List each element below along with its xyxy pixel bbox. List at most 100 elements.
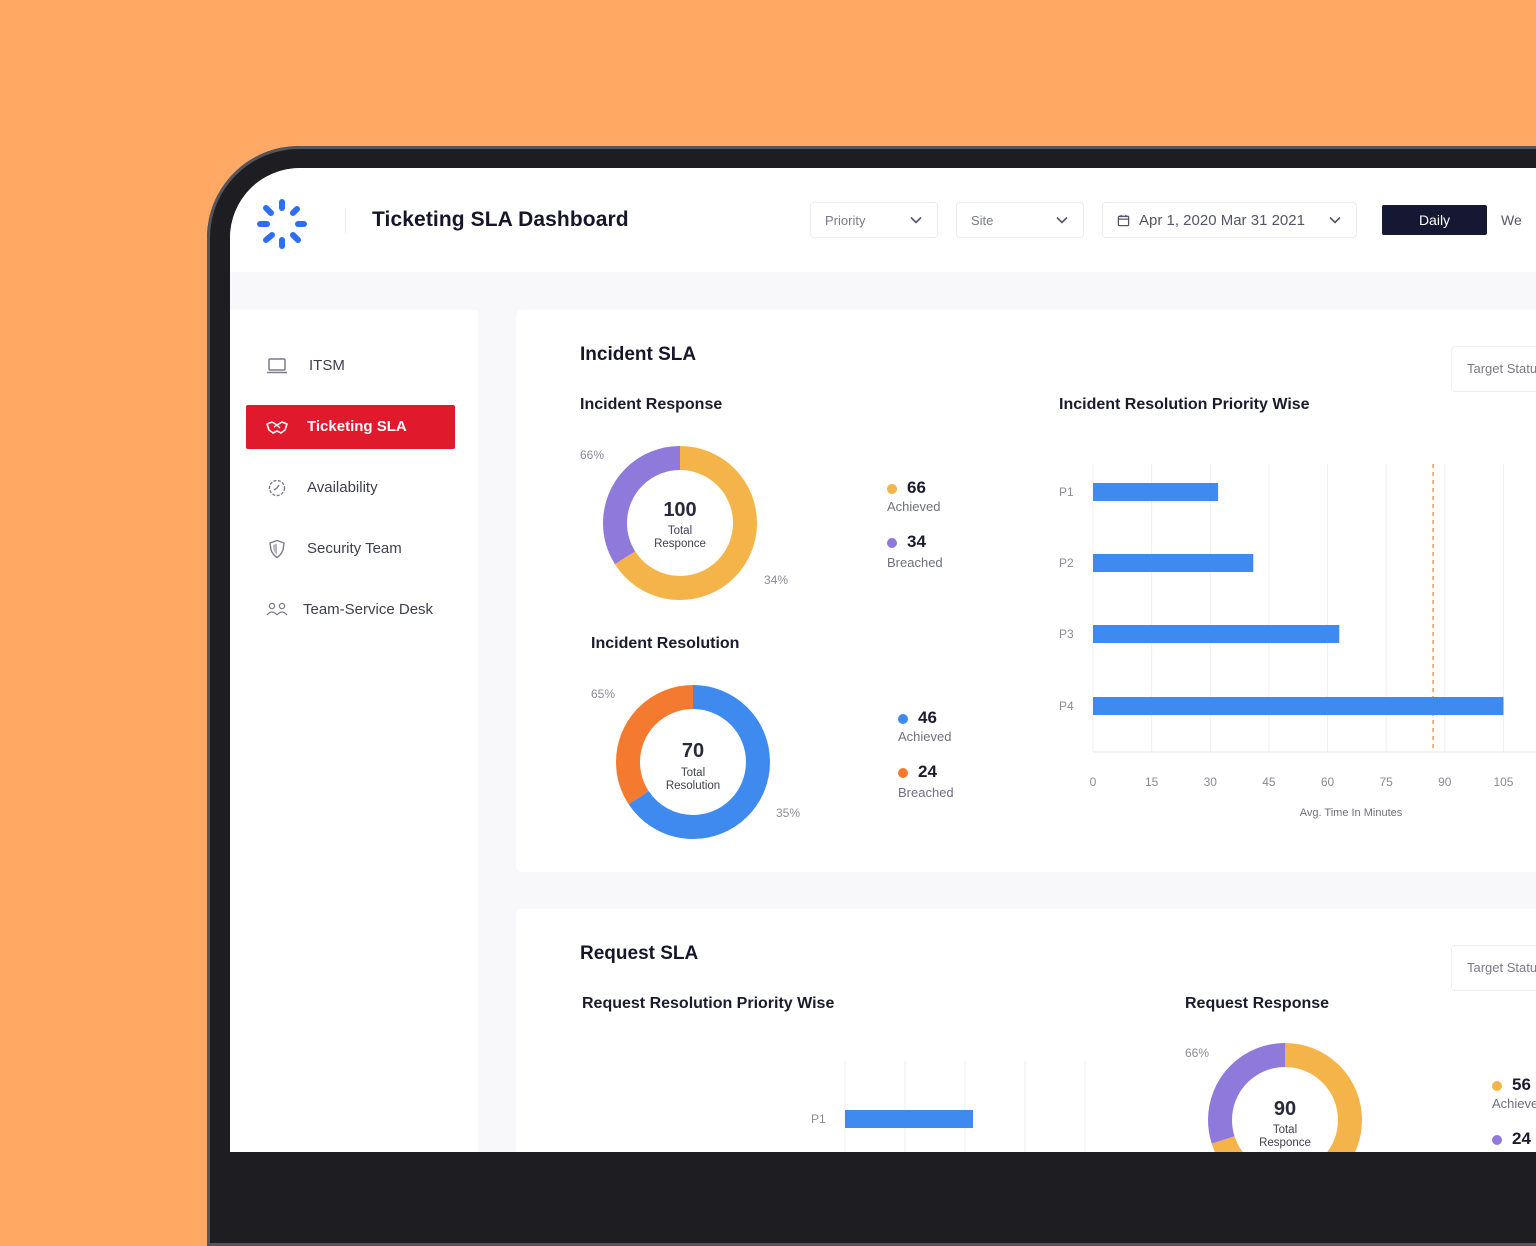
y-tick-label: P3 — [1059, 627, 1074, 641]
incident-response-breached-count: 34 — [907, 532, 926, 551]
achieved-legend-dot — [1492, 1081, 1502, 1091]
incident-target-status-dropdown[interactable]: Target Status — [1451, 346, 1536, 392]
sidebar-item-label: Security Team — [307, 540, 402, 557]
incident-resolution-achieved-label: Achieved — [898, 729, 952, 744]
donut-slice-breached — [603, 446, 757, 600]
bar-p2[interactable] — [1093, 554, 1254, 572]
request-target-status-dropdown[interactable]: Target Status — [1451, 945, 1536, 991]
site-dropdown-label: Site — [971, 212, 994, 228]
incident-response-achieved-count: 66 — [907, 478, 926, 497]
incident-response-donut — [603, 446, 757, 600]
incident-priority-bar-chart: P1 P2 P3 P4 0 15 30 45 60 75 90 105 Avg. Time In Min… — [1059, 464, 1536, 819]
donut-slice-breached — [1208, 1043, 1362, 1152]
sidebar-item-team-service-desk[interactable]: Team-Service Desk — [246, 588, 455, 632]
bar-p3[interactable] — [1093, 625, 1340, 643]
sidebar-item-itsm[interactable]: ITSM — [246, 344, 455, 388]
sidebar-item-label: ITSM — [309, 357, 345, 374]
x-tick-label: 45 — [1262, 775, 1276, 789]
x-tick-label: 90 — [1438, 775, 1452, 789]
y-tick-label: P1 — [811, 1112, 826, 1126]
request-response-donut — [1208, 1043, 1362, 1152]
incident-sla-card: Incident SLA Target Status Incident Resp… — [516, 310, 1536, 872]
request-response-breached-count: 24 — [1512, 1129, 1531, 1148]
x-axis-label: Avg. Time In Minutes — [1300, 807, 1403, 819]
request-response-total: 90 — [1273, 1098, 1297, 1120]
incident-sla-title: Incident SLA — [580, 344, 697, 365]
calendar-icon — [1117, 214, 1130, 226]
donut-slice-breached — [616, 685, 770, 839]
date-range-picker[interactable]: Apr 1, 2020 Mar 31 2021 — [1102, 202, 1357, 238]
bar-p4[interactable] — [1093, 697, 1504, 715]
chevron-down-icon — [1056, 216, 1068, 224]
x-tick-label: 15 — [1145, 775, 1159, 789]
y-tick-label: P1 — [1059, 485, 1074, 499]
page-title: Ticketing SLA Dashboard — [372, 208, 629, 231]
priority-dropdown-label: Priority — [825, 212, 866, 228]
chevron-down-icon — [910, 216, 922, 224]
incident-resolution-achieved-pct: 65% — [591, 687, 616, 701]
request-priority-chart-title: Request Resolution Priority Wise — [582, 995, 835, 1012]
sidebar-item-label: Availability — [307, 479, 378, 496]
header-divider — [345, 208, 346, 234]
incident-resolution-breached-count: 24 — [918, 762, 937, 781]
weekly-button[interactable]: We — [1501, 212, 1522, 228]
sidebar: ITSM Ticketing SLA Availability Security… — [230, 310, 478, 1152]
request-sla-title: Request SLA — [580, 943, 699, 964]
breached-legend-dot — [887, 538, 897, 548]
sidebar-item-availability[interactable]: Availability — [246, 466, 455, 510]
daily-button[interactable]: Daily — [1382, 205, 1487, 235]
request-response-title: Request Response — [1185, 995, 1330, 1012]
sidebar-item-label: Team-Service Desk — [303, 601, 434, 618]
sidebar-item-label: Ticketing SLA — [307, 418, 407, 435]
incident-resolution-achieved-count: 46 — [918, 708, 937, 727]
sidebar-item-security-team[interactable]: Security Team — [246, 527, 455, 571]
incident-response-achieved-label: Achieved — [887, 499, 941, 514]
brand-logo-icon — [257, 199, 307, 249]
request-response-total-label-2: Responce — [1259, 1137, 1311, 1149]
priority-dropdown[interactable]: Priority — [810, 202, 938, 238]
request-sla-card: Request SLA Target Status Request Resolu… — [516, 909, 1536, 1152]
handshake-icon — [266, 421, 288, 434]
incident-response-total-label-2: Responce — [654, 538, 706, 550]
breached-legend-dot — [1492, 1135, 1502, 1145]
incident-resolution-donut — [616, 685, 770, 839]
bar-p1[interactable] — [845, 1110, 973, 1128]
incident-response-breached-pct: 34% — [764, 573, 789, 587]
bar-p1[interactable] — [1093, 483, 1219, 501]
incident-resolution-total-label-2: Resolution — [665, 780, 721, 792]
laptop-icon — [267, 358, 287, 374]
achieved-legend-dot — [887, 484, 897, 494]
chevron-down-icon — [1329, 216, 1341, 224]
breached-legend-dot — [898, 768, 908, 778]
y-tick-label: P2 — [1059, 556, 1074, 570]
request-response-achieved-label: Achieved — [1492, 1096, 1536, 1111]
incident-response-total: 100 — [663, 499, 697, 521]
request-response-achieved-count: 56 — [1512, 1075, 1531, 1094]
x-tick-label: 75 — [1380, 775, 1394, 789]
x-tick-label: 30 — [1204, 775, 1218, 789]
shield-icon — [269, 539, 285, 559]
incident-resolution-breached-pct: 35% — [776, 806, 801, 820]
incident-response-title: Incident Response — [580, 396, 723, 413]
incident-priority-chart-title: Incident Resolution Priority Wise — [1059, 396, 1310, 413]
incident-response-achieved-pct: 66% — [580, 448, 605, 462]
x-tick-label: 60 — [1321, 775, 1335, 789]
y-tick-label: P4 — [1059, 699, 1074, 713]
incident-resolution-total: 70 — [681, 740, 705, 762]
site-dropdown[interactable]: Site — [956, 202, 1084, 238]
incident-response-breached-label: Breached — [887, 555, 943, 570]
request-response-total-label: Total — [1272, 1124, 1298, 1136]
top-header: Ticketing SLA Dashboard Priority Site Ap… — [230, 168, 1536, 272]
achieved-legend-dot — [898, 714, 908, 724]
team-icon — [266, 602, 288, 616]
incident-resolution-total-label: Total — [680, 767, 706, 779]
request-response-achieved-pct: 66% — [1185, 1046, 1210, 1060]
incident-resolution-breached-label: Breached — [898, 785, 954, 800]
incident-response-total-label: Total — [667, 525, 693, 537]
date-range-text: Apr 1, 2020 Mar 31 2021 — [1139, 211, 1305, 229]
sidebar-item-ticketing-sla[interactable]: Ticketing SLA — [246, 405, 455, 449]
incident-resolution-title: Incident Resolution — [591, 635, 740, 652]
gauge-icon — [268, 479, 286, 497]
x-tick-label: 105 — [1493, 775, 1513, 789]
app-screen: Ticketing SLA Dashboard Priority Site Ap… — [230, 168, 1536, 1152]
